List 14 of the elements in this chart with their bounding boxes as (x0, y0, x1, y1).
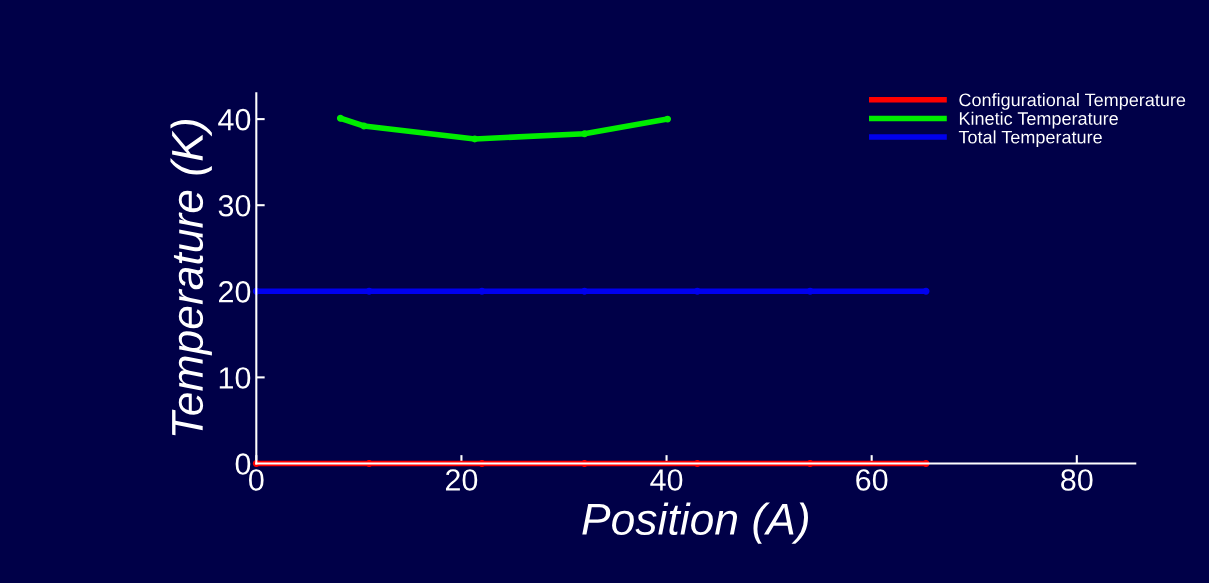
legend-label: Total Temperature (958, 130, 1102, 148)
x-tick-label: 20 (445, 469, 478, 491)
x-tick-label: 80 (1061, 469, 1093, 491)
y-tick-label: 0 (235, 453, 251, 475)
x-axis-title: Position (A) (582, 502, 808, 544)
y-tick-label: 10 (219, 367, 251, 389)
legend-label: Kinetic Temperature (959, 111, 1118, 129)
x-tick-label: 40 (650, 469, 683, 491)
y-axis-title: Temperature (K) (170, 120, 212, 436)
legend-label: Configurational Temperature (959, 93, 1186, 110)
y-tick-label: 30 (218, 194, 251, 217)
y-tick-label: 20 (219, 281, 251, 303)
y-tick-label: 40 (218, 108, 251, 131)
x-tick-label: 60 (856, 469, 888, 491)
